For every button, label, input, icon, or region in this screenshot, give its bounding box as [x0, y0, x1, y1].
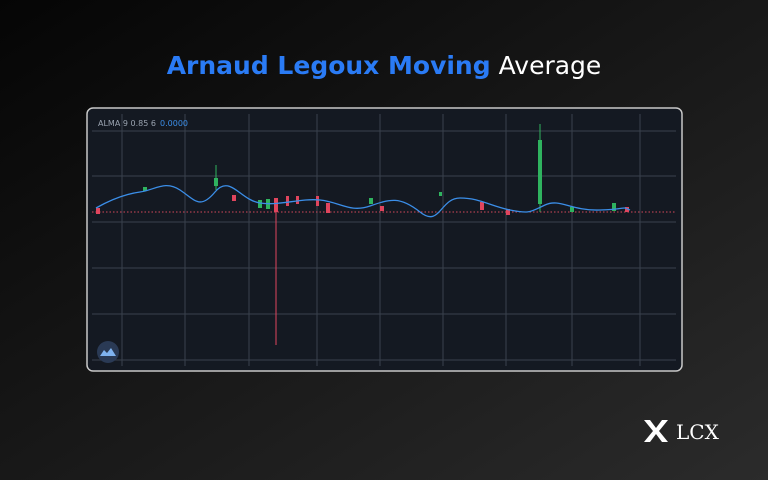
alma-line [95, 185, 631, 218]
grid [92, 114, 676, 366]
chart-panel [86, 107, 683, 372]
title: Arnaud Legoux Moving Average [167, 51, 602, 80]
title-rest: Average [499, 51, 602, 80]
brand-logo [644, 420, 668, 442]
brand-name: LCX [676, 420, 720, 444]
chart-logo-icon [100, 348, 116, 356]
title-highlight: Arnaud Legoux Moving [167, 51, 491, 80]
indicator-label: ALMA 9 0.85 6 [98, 119, 156, 128]
indicator-value: 0.0000 [160, 119, 188, 128]
